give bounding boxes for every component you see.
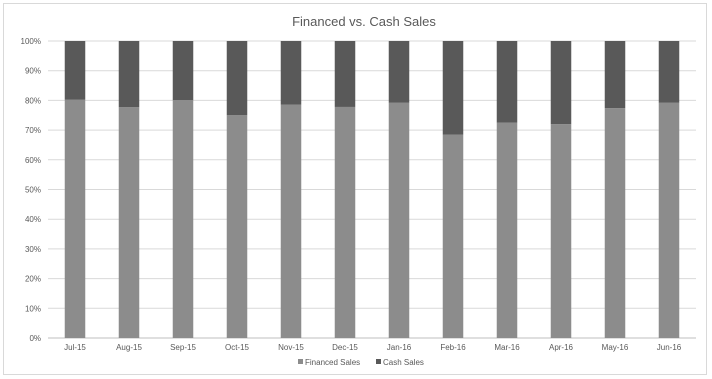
bars [64,41,680,339]
legend: Financed Sales Cash Sales [298,358,424,367]
gridlines [48,40,696,339]
y-tick-label: 10% [25,304,41,313]
x-tick-label: May-16 [602,343,629,352]
y-tick-label: 20% [25,275,41,284]
x-axis-ticks: Jul-15 Aug-15 Sep-15 Oct-15 Nov-15 Dec-15 Jan-… [64,343,682,352]
x-tick-label: Jan-16 [387,343,412,352]
x-tick-label: Sep-15 [170,343,196,352]
bar-cash-sales [496,41,518,123]
x-tick-label: Nov-15 [278,343,304,352]
y-tick-label: 80% [25,96,41,105]
bar-financed-sales [226,115,248,338]
bar-cash-sales [550,41,572,125]
bar-financed-sales [388,102,410,338]
bar-financed-sales [604,108,626,338]
x-tick-label: Aug-15 [116,343,142,352]
bar-cash-sales [280,41,302,105]
bar-financed-sales [442,134,464,338]
bar-financed-sales [496,122,518,338]
y-axis-ticks: 0% 10% 20% 30% 40% 50% 60% 70% 80% 90% 100% [21,37,41,343]
bar-cash-sales [64,41,86,100]
y-tick-label: 30% [25,245,41,254]
bar-financed-sales [280,104,302,338]
legend-label: Cash Sales [383,358,424,367]
x-tick-label: Apr-16 [549,343,574,352]
stacked-bar-chart: Financed vs. Cash Sales 0% 10% 20% 30% 40% 50… [21,14,696,367]
y-tick-label: 0% [29,334,41,343]
x-tick-label: Oct-15 [225,343,250,352]
x-tick-label: Dec-15 [332,343,358,352]
bar-financed-sales [550,124,572,338]
bar-cash-sales [388,41,410,103]
bar-cash-sales [172,41,194,101]
chart-area: Financed vs. Cash Sales 0% 10% 20% 30% 40% 50… [3,3,707,375]
x-tick-label: Feb-16 [440,343,466,352]
chart-title: Financed vs. Cash Sales [292,14,436,29]
x-tick-label: Jun-16 [657,343,682,352]
x-tick-label: Jul-15 [64,343,86,352]
bar-financed-sales [334,106,356,339]
legend-label: Financed Sales [305,358,360,367]
bar-financed-sales [172,100,194,338]
bar-cash-sales [226,41,248,116]
legend-swatch [376,359,381,364]
bar-cash-sales [118,41,140,108]
y-tick-label: 100% [21,37,41,46]
bar-financed-sales [64,99,86,338]
legend-swatch [298,359,303,364]
y-tick-label: 50% [25,186,41,195]
y-tick-label: 60% [25,156,41,165]
y-tick-label: 90% [25,67,41,76]
bar-financed-sales [118,107,140,338]
bar-cash-sales [334,41,356,107]
bar-cash-sales [658,41,680,103]
y-tick-label: 40% [25,215,41,224]
y-tick-label: 70% [25,126,41,135]
bar-financed-sales [658,102,680,338]
bar-cash-sales [604,41,626,109]
bar-cash-sales [442,41,464,135]
x-tick-label: Mar-16 [494,343,520,352]
